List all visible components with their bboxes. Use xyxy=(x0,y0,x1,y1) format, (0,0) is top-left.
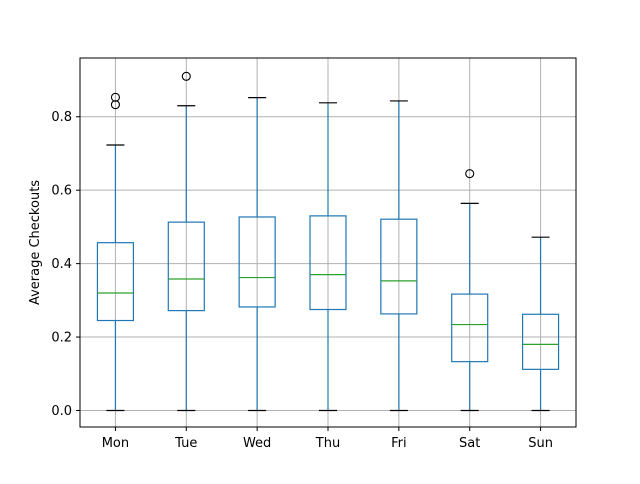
iqr-box xyxy=(96,242,135,322)
y-tick-label: 0.2 xyxy=(51,331,72,346)
iqr-box xyxy=(167,221,205,312)
axis-ticks: 0.0 0.2 0.4 0.6 0.8 Mon Tue Wed Thu Fri Sat Sun xyxy=(51,110,553,451)
y-tick-label: 0.0 xyxy=(51,404,72,419)
box-tue xyxy=(167,71,205,412)
box-mon xyxy=(96,92,135,412)
outlier-point xyxy=(465,169,475,179)
y-axis-label: Average Checkouts xyxy=(28,180,43,305)
x-tick-label: Thu xyxy=(315,436,340,451)
y-tick-label: 0.6 xyxy=(51,184,72,199)
x-tick-label: Sat xyxy=(459,436,480,451)
iqr-box xyxy=(380,218,418,315)
x-tick-label: Tue xyxy=(174,436,197,451)
iqr-box xyxy=(521,313,560,370)
outlier-point xyxy=(181,71,191,81)
y-tick-label: 0.4 xyxy=(51,257,72,272)
y-tick-label: 0.8 xyxy=(51,110,72,125)
outlier-point xyxy=(110,100,120,110)
box-sat xyxy=(451,169,489,412)
boxes-layer xyxy=(96,71,560,412)
box-fri xyxy=(380,100,418,412)
box-sun xyxy=(521,236,560,412)
x-tick-label: Mon xyxy=(102,436,129,451)
iqr-box xyxy=(451,293,489,363)
x-tick-label: Wed xyxy=(243,436,271,451)
box-wed xyxy=(238,97,276,412)
x-tick-label: Sun xyxy=(528,436,553,451)
outlier-point xyxy=(110,92,120,102)
box-thu xyxy=(309,102,347,412)
iqr-box xyxy=(309,215,347,311)
x-tick-label: Fri xyxy=(391,436,407,451)
iqr-box xyxy=(238,216,276,308)
